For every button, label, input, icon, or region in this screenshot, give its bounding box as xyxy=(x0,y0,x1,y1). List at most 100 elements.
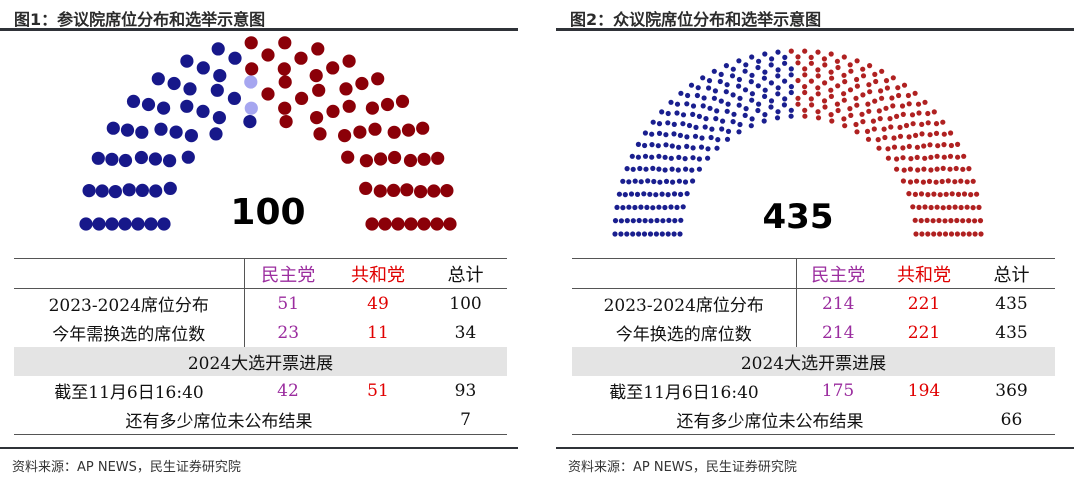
seat-republican xyxy=(835,107,841,114)
seat-republican xyxy=(891,144,898,150)
seat-democrat xyxy=(642,130,648,136)
seat-democrat xyxy=(669,166,675,172)
seat-democrat xyxy=(650,165,656,171)
seat-democrat xyxy=(180,54,194,68)
seat-republican xyxy=(939,178,945,185)
seat-republican xyxy=(809,102,815,108)
source-note: 资料来源：AP NEWS，民生证券研究院 xyxy=(12,460,241,475)
seat-democrat xyxy=(665,231,671,237)
seat-democrat xyxy=(686,122,693,129)
seat-democrat xyxy=(713,116,719,122)
seat-republican xyxy=(913,231,919,237)
seat-republican xyxy=(972,218,978,224)
seat-democrat xyxy=(690,145,696,151)
seat-democrat xyxy=(632,178,638,184)
seat-democrat xyxy=(736,58,742,64)
seat-democrat xyxy=(134,150,148,165)
seat-democrat xyxy=(620,178,626,184)
header-empty xyxy=(14,258,244,289)
republican-value: 49 xyxy=(332,288,424,318)
seat-democrat xyxy=(105,217,119,231)
seat-republican xyxy=(933,179,939,185)
seat-republican xyxy=(834,101,840,107)
seat-democrat xyxy=(656,130,663,136)
seat-democrat xyxy=(706,78,713,84)
seat-republican xyxy=(937,231,943,237)
seat-democrat xyxy=(618,218,624,224)
seat-democrat xyxy=(678,90,684,96)
seat-republican xyxy=(900,145,906,151)
seat-democrat xyxy=(756,101,762,107)
seat-democrat xyxy=(184,129,198,143)
seat-republican xyxy=(359,154,373,168)
remaining-label: 还有多少席位未公布结果 xyxy=(572,405,968,435)
header-republican: 共和党 xyxy=(880,258,968,289)
seat-democrat xyxy=(122,183,136,197)
seat-independent xyxy=(244,101,258,115)
seat-democrat xyxy=(626,204,632,210)
seat-democrat xyxy=(647,191,653,197)
seat-democrat xyxy=(614,204,620,210)
seat-democrat xyxy=(690,103,697,109)
seat-republican xyxy=(795,54,801,60)
seat-republican xyxy=(842,79,848,85)
seat-democrat xyxy=(702,124,708,130)
democrat-value: 214 xyxy=(795,318,880,347)
seat-republican xyxy=(829,118,835,124)
seat-republican xyxy=(919,231,925,237)
seat-republican xyxy=(955,141,961,147)
seat-democrat xyxy=(628,191,635,197)
total-value: 100 xyxy=(424,288,507,318)
seat-democrat xyxy=(653,192,659,198)
seat-democrat xyxy=(700,75,706,81)
seat-democrat xyxy=(755,107,761,114)
seat-democrat xyxy=(671,131,677,137)
seat-democrat xyxy=(624,166,630,172)
seat-republican xyxy=(815,73,821,79)
seat-republican xyxy=(365,101,379,115)
seat-democrat xyxy=(775,109,781,115)
seat-democrat xyxy=(144,217,158,231)
seat-republican xyxy=(828,112,834,118)
seat-republican xyxy=(278,36,292,50)
seat-republican xyxy=(378,217,392,231)
seat-democrat xyxy=(157,217,171,231)
seat-democrat xyxy=(788,66,794,72)
seat-republican xyxy=(311,42,325,56)
seat-republican xyxy=(928,204,934,211)
seat-democrat xyxy=(711,95,717,101)
seat-democrat xyxy=(782,78,788,84)
seat-republican xyxy=(440,184,454,198)
seat-democrat xyxy=(656,153,662,159)
seat-republican xyxy=(359,181,373,195)
seat-republican xyxy=(901,167,907,173)
seat-democrat xyxy=(671,191,678,197)
house-panel: 图2：众议院席位分布和选举示意图 435 民主党 共和党 总计 2023-202… xyxy=(556,0,1074,483)
row-label: 2023-2024席位分布 xyxy=(14,288,244,318)
seat-republican xyxy=(927,142,933,148)
seat-republican xyxy=(853,95,859,101)
seat-democrat xyxy=(630,231,636,237)
seat-democrat xyxy=(695,85,701,91)
table-header-row: 民主党 共和党 总计 xyxy=(572,258,1055,289)
seat-republican xyxy=(897,124,903,130)
seat-republican xyxy=(404,217,418,231)
seat-republican xyxy=(948,130,954,136)
table-row: 今年换选的席位数 214 221 435 xyxy=(572,318,1055,347)
seat-republican xyxy=(885,155,891,161)
seat-democrat xyxy=(774,115,781,121)
seat-democrat xyxy=(781,102,787,108)
seat-republican xyxy=(952,179,958,185)
seat-republican xyxy=(927,132,933,138)
seat-democrat xyxy=(698,144,705,150)
seat-republican xyxy=(947,153,954,159)
seat-democrat xyxy=(653,231,659,237)
seat-democrat xyxy=(690,111,696,117)
seat-republican xyxy=(864,128,871,134)
seat-republican xyxy=(918,218,924,224)
seat-republican xyxy=(387,183,401,197)
republican-value: 51 xyxy=(367,380,389,401)
seat-democrat xyxy=(644,204,650,210)
seat-republican xyxy=(339,82,353,96)
seat-democrat xyxy=(769,56,775,62)
